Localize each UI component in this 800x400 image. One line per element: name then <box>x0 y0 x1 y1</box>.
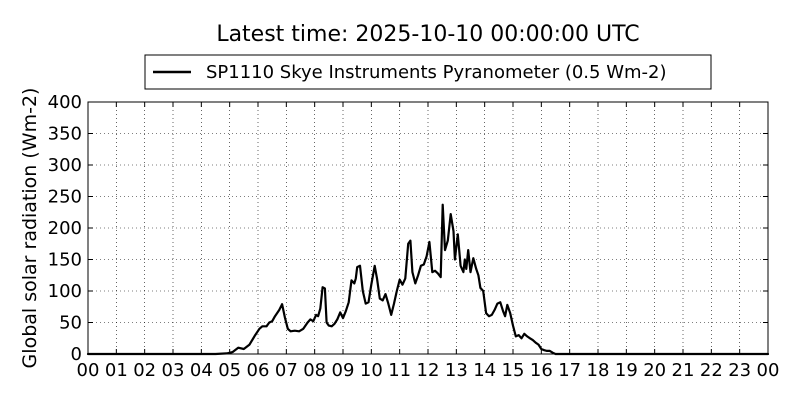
y-tick-label: 250 <box>48 187 82 208</box>
x-tick-label: 20 <box>643 360 666 381</box>
x-tick-label: 01 <box>105 360 128 381</box>
x-tick-label: 05 <box>218 360 241 381</box>
series <box>86 203 770 356</box>
x-tick-label: 09 <box>332 360 355 381</box>
y-tick-label: 150 <box>48 250 82 271</box>
y-tick-label: 100 <box>48 281 82 302</box>
x-tick-label: 12 <box>417 360 440 381</box>
y-tick-label: 50 <box>59 313 82 334</box>
x-tick-label: 07 <box>275 360 298 381</box>
legend-label: SP1110 Skye Instruments Pyranometer (0.5… <box>206 62 667 83</box>
x-tick-label: 19 <box>615 360 638 381</box>
x-tick-label: 08 <box>303 360 326 381</box>
x-tick-label: 03 <box>162 360 185 381</box>
x-tick-label: 13 <box>445 360 468 381</box>
legend-box <box>144 54 712 90</box>
x-tick-label: 11 <box>388 360 411 381</box>
x-tick-label: 02 <box>133 360 156 381</box>
chart-title: Latest time: 2025-10-10 00:00:00 UTC <box>216 22 639 47</box>
x-tick-label: 15 <box>502 360 525 381</box>
x-tick-label: 21 <box>672 360 695 381</box>
x-tick-label: 00 <box>757 360 780 381</box>
plot-area-frame <box>87 101 769 355</box>
y-tick-label: 300 <box>48 155 82 176</box>
series-line <box>86 203 770 356</box>
x-tick-label: 16 <box>530 360 553 381</box>
y-tick-label: 200 <box>48 218 82 239</box>
x-tick-label: 14 <box>473 360 496 381</box>
x-tick-label: 23 <box>728 360 751 381</box>
y-axis-label: Global solar radiation (Wm-2) <box>19 88 41 369</box>
x-tick-label: 00 <box>77 360 100 381</box>
x-tick-label: 06 <box>247 360 270 381</box>
tick-labels: 00 01 02 03 04 05 06 07 08 09 10 11 12 13 14 15 16 17 18 19… <box>48 92 780 381</box>
y-tick-label: 350 <box>48 124 82 145</box>
grid <box>88 102 768 354</box>
x-tick-label: 18 <box>587 360 610 381</box>
x-tick-label: 17 <box>558 360 581 381</box>
y-tick-label: 0 <box>71 344 82 365</box>
legend: SP1110 Skye Instruments Pyranometer (0.5… <box>144 54 712 90</box>
y-tick-label: 400 <box>48 92 82 113</box>
x-tick-label: 04 <box>190 360 213 381</box>
x-tick-label: 22 <box>700 360 723 381</box>
x-tick-label: 10 <box>360 360 383 381</box>
